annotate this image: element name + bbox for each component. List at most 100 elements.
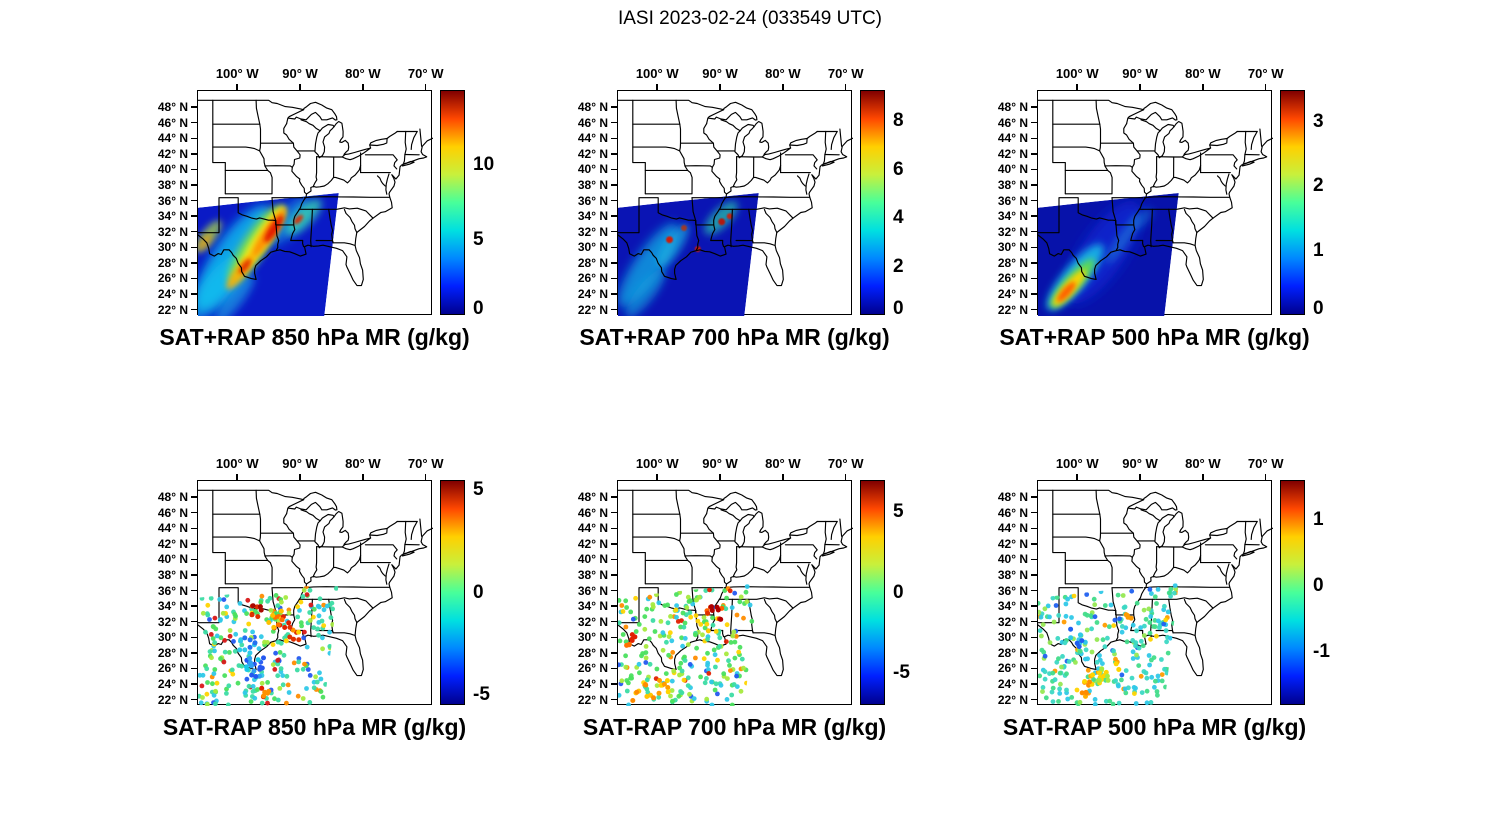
- lat-tick-label: 42° N: [577, 536, 608, 551]
- map-svg: [198, 489, 433, 706]
- lat-tick-label: 32° N: [157, 614, 188, 629]
- lat-tick-label: 38° N: [157, 177, 188, 192]
- lat-tick-mark: [1031, 589, 1037, 592]
- lon-tick-label: 80° W: [1185, 66, 1221, 81]
- panel-title: SAT-RAP 850 hPa MR (g/kg): [162, 714, 467, 740]
- lat-tick-mark: [191, 308, 197, 311]
- colorbar-tick-label: -5: [473, 683, 490, 705]
- lat-tick-mark: [191, 230, 197, 233]
- lat-tick-label: 24° N: [157, 676, 188, 691]
- lon-tick-mark: [719, 474, 721, 480]
- lat-tick-mark: [1031, 558, 1037, 561]
- colorbar-tick-label: 6: [893, 158, 904, 180]
- lon-tick-mark: [236, 474, 238, 480]
- lat-tick-mark: [191, 558, 197, 561]
- colorbar-tick-label: 0: [473, 581, 484, 603]
- lat-tick-mark: [1031, 215, 1037, 217]
- lat-tick-label: 46° N: [157, 505, 188, 520]
- lat-tick-mark: [611, 496, 617, 498]
- lat-tick-label: 36° N: [997, 193, 1028, 208]
- panel-sat-plus-rap-700: SAT+RAP 700 hPa MR (g/kg) 100° W 90° W 80°…: [578, 66, 904, 350]
- lat-tick-mark: [191, 589, 197, 592]
- lat-tick-mark: [191, 636, 197, 639]
- lat-tick-mark: [611, 683, 617, 685]
- lat-tick-mark: [191, 652, 197, 654]
- lon-tick-mark: [656, 474, 658, 480]
- lat-tick-mark: [611, 137, 617, 140]
- lat-tick-mark: [191, 496, 197, 498]
- lat-tick-mark: [191, 137, 197, 140]
- lat-tick-mark: [1031, 293, 1037, 295]
- lat-tick-label: 48° N: [577, 490, 608, 505]
- lat-tick-label: 26° N: [577, 661, 608, 676]
- lon-tick-label: 80° W: [345, 66, 381, 81]
- lat-tick-mark: [611, 168, 617, 171]
- colorbar-tick-label: 5: [473, 229, 484, 250]
- lat-tick-label: 48° N: [577, 100, 608, 115]
- lat-tick-mark: [611, 589, 617, 592]
- lat-tick-mark: [191, 121, 197, 124]
- lon-tick-label: 70° W: [827, 66, 864, 81]
- lon-tick-mark: [362, 474, 364, 480]
- lon-tick-mark: [719, 84, 721, 90]
- lat-tick-mark: [1031, 168, 1037, 171]
- lat-tick-label: 22° N: [157, 692, 188, 707]
- colorbar-tick-label: -1: [1313, 641, 1330, 663]
- colorbar-tick-label: 0: [473, 298, 484, 319]
- lat-tick-label: 22° N: [577, 692, 608, 707]
- lat-tick-label: 36° N: [157, 583, 188, 598]
- lat-tick-label: 34° N: [577, 209, 608, 224]
- lat-tick-label: 40° N: [577, 162, 608, 177]
- lat-tick-label: 26° N: [157, 271, 188, 286]
- lat-tick-mark: [1031, 636, 1037, 639]
- scatter-dots: [198, 584, 339, 706]
- lon-tick-label: 100° W: [215, 456, 259, 471]
- colorbar-tick-label: 1: [1313, 508, 1324, 530]
- state-borders: [618, 489, 853, 677]
- lat-tick-label: 40° N: [157, 552, 188, 567]
- lat-tick-mark: [611, 558, 617, 561]
- lat-tick-mark: [611, 667, 617, 670]
- lat-tick-mark: [611, 121, 617, 124]
- lat-tick-label: 44° N: [577, 131, 608, 146]
- lon-tick-label: 80° W: [765, 456, 801, 471]
- colorbar: [1280, 480, 1305, 705]
- lon-tick-label: 80° W: [345, 456, 381, 471]
- lat-tick-mark: [1031, 230, 1037, 233]
- scatter-dots: [618, 584, 755, 706]
- lon-tick-mark: [844, 474, 847, 480]
- colorbar-tick-label: 2: [893, 255, 904, 277]
- lon-tick-mark: [782, 84, 784, 90]
- lat-tick-mark: [191, 293, 197, 295]
- map-svg: [618, 99, 853, 316]
- lon-tick-label: 100° W: [635, 66, 679, 81]
- state-borders: [198, 489, 433, 677]
- lat-tick-label: 48° N: [157, 100, 188, 115]
- lat-tick-label: 30° N: [577, 240, 608, 255]
- panel-title: SAT+RAP 500 hPa MR (g/kg): [999, 324, 1310, 350]
- plot-area: [617, 480, 853, 706]
- lat-tick-label: 36° N: [997, 583, 1028, 598]
- lat-tick-mark: [1031, 605, 1037, 607]
- panel-sat-plus-rap-850: SAT+RAP 850 hPa MR (g/kg) 100° W 90° W 80°…: [158, 66, 494, 350]
- lat-tick-label: 24° N: [577, 286, 608, 301]
- lat-tick-label: 34° N: [157, 209, 188, 224]
- lat-tick-label: 26° N: [997, 271, 1028, 286]
- lat-tick-label: 32° N: [997, 614, 1028, 629]
- lat-tick-mark: [191, 683, 197, 685]
- plot-area: [197, 90, 433, 316]
- lat-tick-label: 42° N: [157, 536, 188, 551]
- state-borders: [618, 99, 853, 287]
- lat-tick-mark: [1031, 543, 1037, 545]
- colorbar-tick-label: 5: [473, 479, 484, 501]
- colorbar-tick-label: 0: [893, 581, 904, 603]
- lat-tick-mark: [191, 667, 197, 670]
- lat-tick-label: 46° N: [577, 115, 608, 130]
- lat-tick-label: 28° N: [577, 645, 608, 660]
- lat-tick-mark: [191, 620, 197, 623]
- lon-tick-label: 70° W: [827, 456, 864, 471]
- lat-tick-label: 24° N: [997, 286, 1028, 301]
- lat-tick-label: 28° N: [577, 255, 608, 270]
- colorbar: [860, 480, 885, 705]
- lat-tick-label: 40° N: [997, 552, 1028, 567]
